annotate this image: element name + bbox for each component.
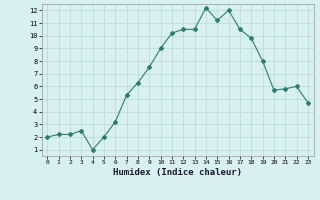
X-axis label: Humidex (Indice chaleur): Humidex (Indice chaleur) bbox=[113, 168, 242, 177]
